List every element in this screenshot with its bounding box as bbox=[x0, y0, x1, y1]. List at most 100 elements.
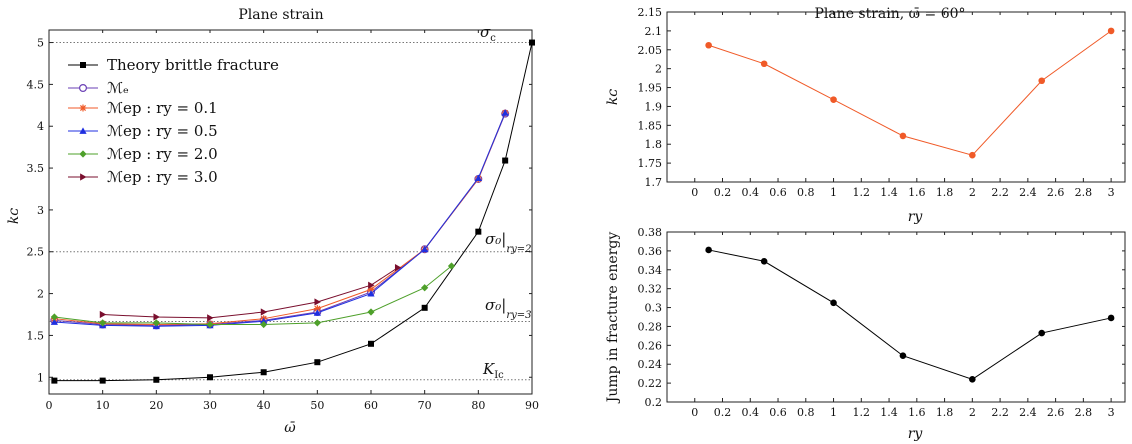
right-top-chart-x-label: ry bbox=[908, 209, 924, 225]
data-point-ry01 bbox=[313, 305, 321, 313]
x-tick-label: 0 bbox=[46, 399, 53, 412]
right-bottom-chart-series bbox=[705, 246, 1115, 383]
series-ry30 bbox=[99, 264, 402, 322]
annotation-sigma0-ry2-main: σ₀| bbox=[485, 230, 506, 248]
legend-marker-ry05 bbox=[79, 127, 87, 134]
data-point-ry30 bbox=[153, 313, 160, 321]
legend-label-me: ℳₑ bbox=[107, 79, 129, 97]
legend-marker-ry30 bbox=[80, 173, 87, 181]
x-tick-label: 2.8 bbox=[1075, 406, 1093, 419]
y-tick-label: 1.85 bbox=[638, 119, 663, 132]
left-chart-frame bbox=[48, 29, 533, 395]
annotation-sigma0-ry2: σ₀|ry=2 bbox=[485, 230, 531, 255]
y-tick-label: 1.75 bbox=[638, 157, 663, 170]
x-tick-label: 1 bbox=[830, 406, 837, 419]
annotation-kic-main: K bbox=[482, 360, 495, 378]
kc-data-point bbox=[899, 132, 907, 140]
data-point-ry20 bbox=[152, 319, 160, 327]
y-tick-label: 3.5 bbox=[27, 162, 45, 175]
y-tick-label: 0.32 bbox=[638, 283, 663, 296]
y-tick-label: 0.22 bbox=[638, 377, 663, 390]
data-point-ry20 bbox=[421, 284, 429, 292]
legend-marker-me bbox=[78, 83, 87, 92]
y-tick-label: 2 bbox=[655, 63, 662, 76]
y-tick-label: 4.5 bbox=[27, 78, 45, 91]
y-tick-label: 2.05 bbox=[638, 44, 663, 57]
y-tick-label: 0.2 bbox=[645, 396, 663, 409]
y-tick-label: 0.3 bbox=[645, 302, 663, 315]
annotation-sigma-c: σc bbox=[480, 23, 496, 44]
series-ry20 bbox=[50, 262, 456, 329]
data-point-ry30 bbox=[207, 314, 214, 322]
x-tick-label: 0 bbox=[691, 406, 698, 419]
data-point-theory bbox=[421, 304, 428, 311]
annotation-kic-sub: Ic bbox=[494, 370, 504, 381]
x-tick-label: 0.8 bbox=[797, 186, 815, 199]
series-line-ry05 bbox=[54, 112, 506, 327]
data-point-ry30 bbox=[394, 264, 402, 272]
left-chart-legend: Theory brittle fracture ℳₑ ℳep : ry = 0.… bbox=[68, 56, 279, 186]
data-point-ry05 bbox=[50, 318, 58, 325]
right-top-chart-title: Plane strain, ω̄ = 60° bbox=[814, 6, 965, 22]
x-tick-label: 2.4 bbox=[1019, 406, 1037, 419]
x-tick-label: 2.2 bbox=[991, 186, 1009, 199]
y-tick-label: 1.9 bbox=[645, 100, 663, 113]
series-ry05 bbox=[50, 109, 509, 330]
data-point-ry01 bbox=[367, 285, 375, 293]
y-tick-label: 2.1 bbox=[645, 25, 663, 38]
x-tick-label: 3 bbox=[1108, 406, 1115, 419]
data-point-ry30 bbox=[99, 310, 107, 319]
y-tick-label: 1.7 bbox=[645, 176, 663, 189]
jump-data-point bbox=[1107, 314, 1115, 322]
x-tick-label: 0.2 bbox=[714, 186, 732, 199]
x-tick-label: 1.4 bbox=[880, 186, 898, 199]
data-point-theory bbox=[260, 369, 267, 376]
legend-label-theory: Theory brittle fracture bbox=[107, 56, 279, 74]
legend-label-ry30: ℳep : ry = 3.0 bbox=[107, 168, 218, 186]
legend-label-ry01: ℳep : ry = 0.1 bbox=[107, 99, 218, 117]
data-point-ry05 bbox=[501, 109, 509, 116]
kc-line bbox=[708, 30, 1112, 156]
x-tick-label: 1.6 bbox=[908, 186, 926, 199]
data-point-ry20 bbox=[99, 319, 107, 327]
right-bottom-chart-y-label: Jump in fracture energy bbox=[605, 232, 621, 405]
left-chart-y-ticks: 1 1.5 2 2.5 3 3.5 4 4.5 5 bbox=[27, 37, 532, 384]
data-point-theory bbox=[368, 340, 374, 347]
x-tick-label: 30 bbox=[203, 399, 217, 412]
jump-data-point bbox=[1038, 329, 1046, 337]
x-tick-label: 70 bbox=[418, 399, 432, 412]
left-chart-title: Plane strain bbox=[238, 7, 323, 23]
y-tick-label: 0.24 bbox=[638, 358, 663, 371]
data-point-ry20 bbox=[367, 308, 375, 316]
jump-line bbox=[708, 249, 1112, 380]
left-chart-x-ticks: 0 10 20 30 40 50 60 70 80 90 bbox=[46, 30, 539, 412]
right-bottom-chart-x-label: ry bbox=[908, 426, 924, 442]
x-tick-label: 0.2 bbox=[714, 406, 732, 419]
right-top-chart-series bbox=[705, 27, 1115, 159]
y-tick-label: 2.15 bbox=[638, 6, 663, 19]
right-top-chart-y-ticks: 1.7 1.75 1.8 1.85 1.9 1.95 2 2.05 2.1 2.15 bbox=[638, 6, 1125, 189]
y-tick-label: 1.5 bbox=[27, 329, 45, 342]
annotation-sigma-c-sub: c bbox=[490, 33, 496, 44]
data-point-ry30 bbox=[368, 281, 375, 289]
data-point-ry20 bbox=[447, 262, 456, 270]
x-tick-label: 1.4 bbox=[880, 406, 898, 419]
y-tick-label: 0.38 bbox=[638, 226, 663, 239]
x-tick-label: 1.2 bbox=[853, 186, 871, 199]
data-point-ry30 bbox=[260, 308, 268, 316]
y-tick-label: 2.5 bbox=[27, 246, 45, 259]
x-tick-label: 60 bbox=[364, 399, 378, 412]
legend-label-ry05: ℳep : ry = 0.5 bbox=[107, 122, 218, 140]
right-bottom-chart: 0 0.2 0.4 0.6 0.8 1 1.2 1.4 1.6 1.8 2 2.2 2.4 2.6 2.8 3… bbox=[605, 226, 1126, 442]
data-point-ry20 bbox=[260, 320, 268, 329]
kc-data-point bbox=[969, 151, 976, 159]
right-bottom-chart-frame bbox=[666, 231, 1126, 403]
data-point-theory bbox=[475, 228, 482, 235]
x-tick-label: 2.4 bbox=[1019, 186, 1037, 199]
right-bottom-chart-y-ticks: 0.2 0.22 0.24 0.26 0.28 0.3 0.32 0.34 0.36 0.38 bbox=[638, 226, 1125, 409]
legend-marker-theory bbox=[80, 62, 86, 68]
x-tick-label: 80 bbox=[471, 399, 485, 412]
data-point-theory bbox=[51, 377, 58, 384]
x-tick-label: 3 bbox=[1108, 186, 1115, 199]
